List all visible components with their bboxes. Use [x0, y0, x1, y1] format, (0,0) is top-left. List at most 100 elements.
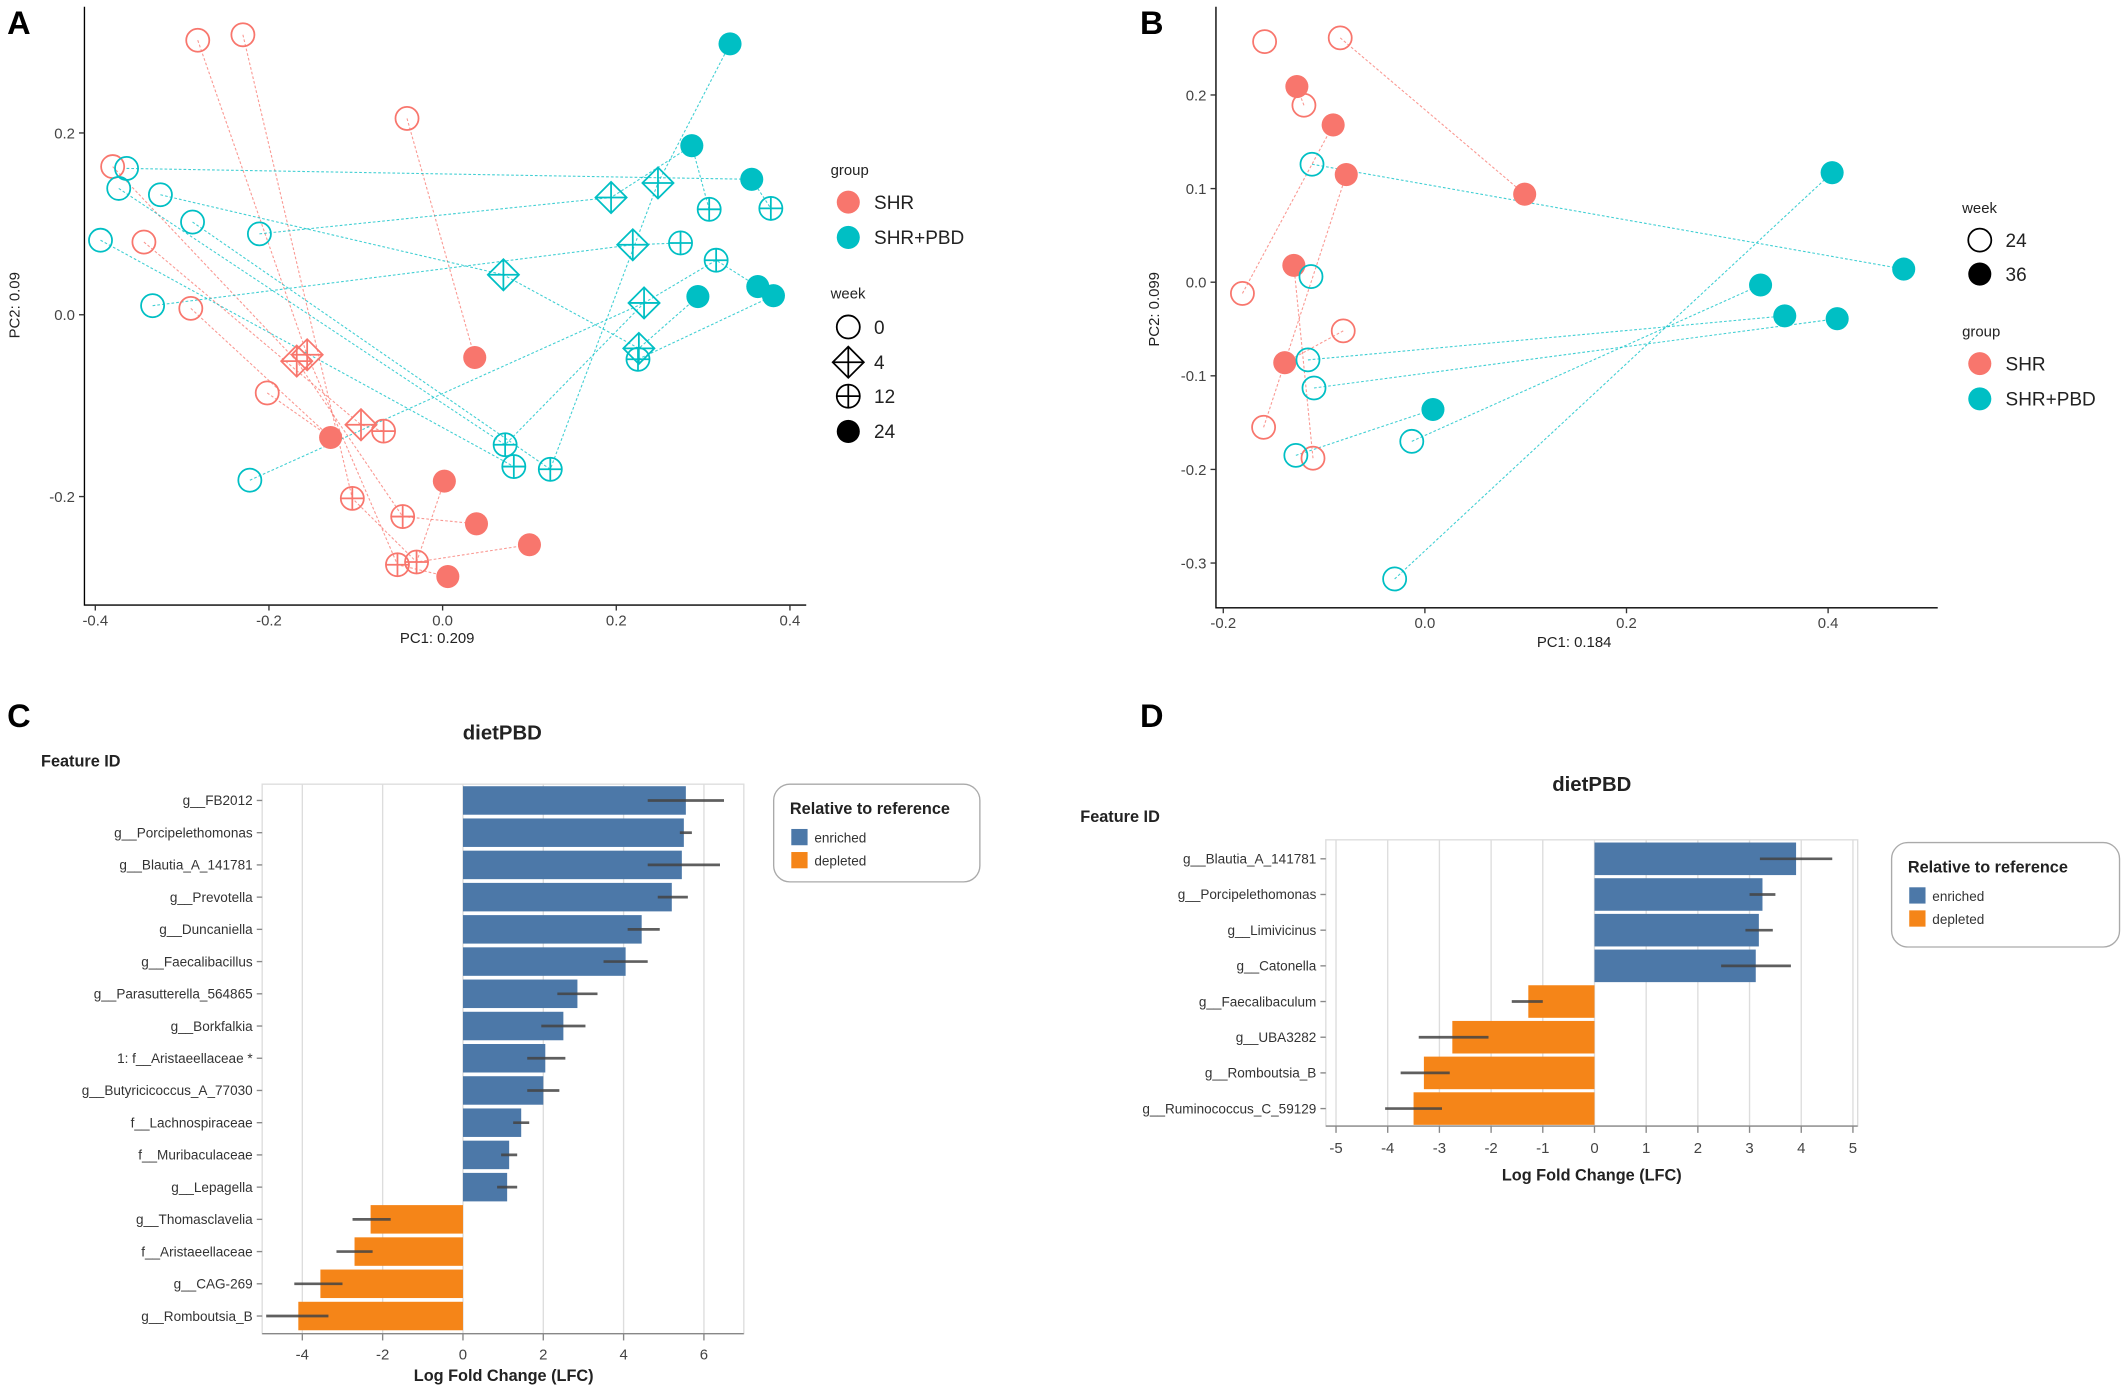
bar-c-bar: [462, 947, 626, 976]
pca-a-point-cross: [493, 433, 517, 457]
pca-b-point: [1773, 304, 1797, 328]
pca-a-point: [464, 512, 489, 536]
pca-b-point-ring: [1301, 375, 1327, 401]
bar-d-title: dietPBD: [1552, 774, 1631, 796]
pca-b-trajectory: [1394, 172, 1833, 580]
bar-c-category-label: g__Borkfalkia: [171, 1019, 254, 1034]
pca-b-point-dot: [1513, 182, 1537, 206]
pca-a-point: [680, 134, 704, 158]
bar-c-category-label: g__Faecalibacillus: [141, 954, 253, 969]
pca-b-legend-week-symbol: [1968, 262, 1992, 286]
bar-d-category-label: g__Porcipelethomonas: [1178, 887, 1317, 902]
pca-a-legend-group-label: SHR: [874, 193, 914, 214]
pca-a-point-ring: [254, 380, 280, 406]
pca-a-point: [131, 229, 157, 255]
pca-a-xtick-label: 0.2: [606, 612, 627, 629]
pca-a-point: [140, 293, 166, 319]
pca-a-point-ring: [237, 467, 263, 493]
pca-b-point-ring: [1251, 414, 1277, 440]
pca-b-point-dot: [1892, 257, 1916, 281]
pca-b-point-dot: [1273, 351, 1297, 375]
pca-b-legend-week-label: 24: [2006, 231, 2027, 252]
pca-a-point-ring: [180, 209, 205, 235]
pca-a-point: [432, 469, 456, 493]
pca-a-point: [625, 346, 651, 372]
pca-b-point: [1334, 163, 1358, 187]
pca-a-legend-week-symbol: [835, 383, 861, 409]
pca-b-point-ring: [1283, 442, 1309, 468]
pca-a-ylabel: PC2: 0.09: [6, 272, 23, 338]
bar-d-bar: [1594, 913, 1759, 947]
pca-a-point-dot: [464, 512, 489, 536]
bar-c-bar: [462, 850, 682, 880]
bar-c-bar: [462, 915, 642, 944]
pca-b-trajectory: [1313, 318, 1838, 389]
pca-b-xlabel: PC1: 0.184: [1537, 634, 1612, 651]
pca-b-point: [1327, 25, 1353, 51]
pca-a-point: [627, 286, 661, 320]
pca-b-legend-title: group: [1962, 323, 2000, 340]
pca-a-point: [696, 196, 722, 222]
pca-a-point: [230, 22, 256, 48]
pca-a-point-dot: [740, 167, 764, 191]
pca-a-legend-week-symbol-ring: [835, 314, 861, 340]
pca-a-point: [148, 182, 173, 208]
pca-a-xtick-label: 0.4: [780, 612, 801, 629]
pca-b-point-dot: [1749, 273, 1773, 297]
pca-a-legend-week-symbol: [836, 419, 860, 443]
pca-a-ytick-label: -0.2: [49, 489, 75, 506]
pca-a-trajectory: [190, 307, 331, 438]
pca-a-point: [463, 345, 487, 370]
pca-b-ytick-label: 0.2: [1186, 87, 1207, 104]
pca-b-point-ring: [1330, 318, 1356, 344]
pca-b-ytick-label: 0.0: [1186, 275, 1207, 292]
pca-a-point: [178, 295, 204, 321]
bar-c-xtick-label: 6: [700, 1346, 708, 1363]
pca-b-point-dot: [1285, 75, 1309, 99]
pca-a-point: [390, 504, 416, 529]
pca-a-legend-week-label: 12: [874, 387, 895, 408]
pca-a-point: [718, 32, 742, 56]
pca-a-point: [594, 180, 628, 215]
pca-a-xtick-label: -0.2: [256, 612, 282, 629]
pca-b-ytick-label: 0.1: [1186, 181, 1207, 198]
pca-a-point-dot: [680, 134, 704, 158]
bar-d-category-label: g__Catonella: [1237, 959, 1317, 974]
pca-b-point: [1252, 29, 1278, 55]
bar-d-bar: [1413, 1092, 1595, 1125]
pca-a-point: [501, 454, 527, 479]
pca-a-point: [517, 533, 541, 557]
pca-a-point-ring: [185, 27, 211, 53]
bar-d-ylabel: Feature ID: [1080, 808, 1160, 826]
pca-b-xtick-label: 0.4: [1818, 615, 1839, 632]
pca-a-trajectory: [259, 144, 710, 235]
pca-a-xtick-label: -0.4: [82, 612, 108, 629]
pca-a-point: [404, 549, 429, 575]
pca-a-point-dot: [436, 565, 460, 589]
pca-b-xtick-label: 0.0: [1415, 615, 1436, 632]
bar-c-xtick-label: -4: [296, 1346, 309, 1363]
bar-c-xlabel: Log Fold Change (LFC): [414, 1367, 594, 1385]
pca-a-legend-week-symbol: [835, 314, 861, 340]
bar-d-xtick-label: -4: [1381, 1140, 1394, 1157]
bar-c-bar: [462, 1108, 522, 1137]
pca-a-point-cross: [642, 167, 674, 199]
pca-a-point-cross: [340, 486, 364, 510]
bar-c-category-label: g__Lepagella: [171, 1180, 253, 1195]
pca-a-trajectory: [197, 40, 448, 578]
bar-d-legend-swatch-enriched: [1909, 887, 1926, 904]
panel-label-b: B: [1140, 5, 1164, 41]
bar-c-xtick-label: 4: [619, 1346, 627, 1363]
pca-a-point-ring: [230, 22, 256, 48]
pca-b-point-dot: [1334, 163, 1358, 187]
pca-a-point: [88, 227, 113, 253]
bar-d-xtick-label: -1: [1536, 1140, 1549, 1157]
pca-a-trajectory: [152, 242, 681, 307]
pca-a-legend-week-label: 24: [874, 422, 895, 443]
pca-a-point-cross: [626, 347, 650, 371]
pca-a-point-cross: [697, 197, 721, 221]
pca-a-point: [254, 380, 280, 406]
pca-a-legend-group-label: SHR+PBD: [874, 228, 964, 249]
pca-b-legend-group-label: SHR+PBD: [2006, 390, 2096, 411]
